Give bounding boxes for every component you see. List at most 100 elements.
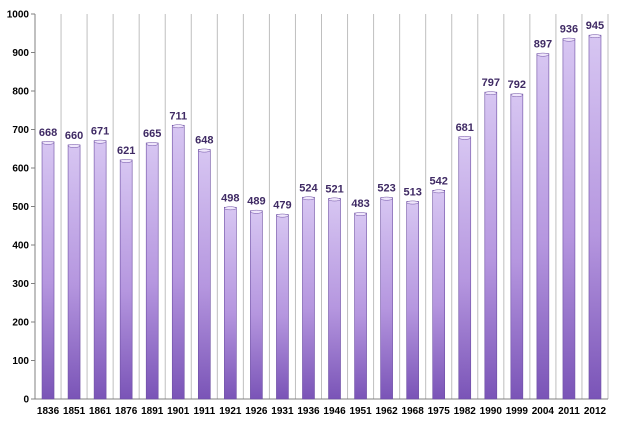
bar: [93, 140, 107, 400]
bar: [354, 212, 367, 400]
y-tick-label: 200: [12, 318, 29, 329]
x-tick-label: 1891: [141, 406, 164, 417]
bar-cap: [380, 196, 393, 201]
y-tick-label: 1000: [7, 10, 30, 21]
bar: [302, 196, 315, 400]
bar-cap: [41, 140, 55, 145]
x-axis-ticks: 1836 1851 1861 1876 1891 1901 1911 1921 1926 1931…: [37, 406, 607, 417]
data-label: 498: [221, 192, 239, 204]
x-tick-label: 1936: [297, 406, 320, 417]
y-tick-label: 400: [12, 241, 29, 252]
y-tick-label: 300: [12, 279, 29, 290]
bar-cap: [510, 93, 524, 97]
bar: [328, 198, 341, 400]
data-label: 523: [377, 183, 395, 195]
data-label: 668: [39, 127, 57, 139]
data-label: 489: [247, 196, 265, 208]
bar: [562, 38, 576, 400]
x-tick-label: 1990: [480, 406, 503, 417]
data-label: 513: [403, 186, 421, 198]
bar-cap: [458, 135, 471, 140]
data-label: 945: [586, 20, 604, 32]
y-tick-label: 600: [12, 164, 29, 175]
data-label: 671: [91, 126, 109, 138]
bar: [67, 144, 81, 400]
bar-cap: [145, 142, 159, 146]
bar: [250, 210, 263, 400]
gridlines: [34, 14, 609, 399]
data-label: 483: [351, 198, 369, 210]
bar: [588, 34, 602, 400]
bar-cap: [276, 213, 289, 218]
bar-cap: [93, 139, 107, 144]
data-label: 621: [117, 145, 135, 157]
bar: [484, 91, 498, 400]
x-tick-label: 1861: [89, 406, 112, 417]
x-tick-label: 2012: [584, 406, 607, 417]
data-label: 792: [508, 79, 526, 91]
y-tick-label: 900: [12, 48, 29, 59]
y-tick-label: 100: [12, 356, 29, 367]
bar: [119, 159, 133, 400]
bar-cap: [536, 52, 550, 57]
data-labels: 668 660 671 621 665 711 648 498 489 479 524 521 483 5…: [39, 20, 604, 211]
bar: [380, 197, 393, 400]
y-tick-label: 800: [12, 87, 29, 98]
bar: [171, 124, 185, 400]
y-tick-label: 500: [12, 202, 29, 213]
x-tick-label: 1836: [37, 406, 60, 417]
y-tick-label: 700: [12, 125, 29, 136]
data-label: 521: [325, 183, 343, 195]
x-tick-label: 1876: [115, 406, 138, 417]
bar-cap: [328, 197, 341, 202]
x-tick-label: 1982: [454, 406, 477, 417]
bar-cap: [302, 196, 315, 201]
x-tick-label: 1962: [375, 406, 398, 417]
bar: [276, 214, 289, 400]
bar: [197, 149, 211, 400]
bar-cap: [198, 148, 211, 153]
x-tick-label: 1931: [271, 406, 294, 417]
x-tick-label: 2004: [532, 406, 555, 417]
bars: [41, 34, 602, 400]
data-label: 648: [195, 135, 213, 147]
x-tick-label: 1968: [402, 406, 425, 417]
data-label: 797: [482, 77, 500, 89]
data-label: 936: [560, 24, 578, 36]
data-label: 524: [299, 182, 318, 194]
x-tick-label: 1926: [245, 406, 268, 417]
bar: [224, 206, 237, 400]
data-label: 660: [65, 130, 83, 142]
bar-cap: [354, 212, 367, 216]
data-label: 897: [534, 39, 552, 51]
bar: [510, 93, 524, 400]
x-tick-label: 1921: [219, 406, 242, 417]
bar-cap: [562, 37, 576, 42]
bar-cap: [588, 34, 602, 39]
y-tick-label: 0: [23, 395, 29, 406]
bar: [406, 201, 419, 400]
bar: [458, 136, 472, 400]
x-tick-label: 1999: [506, 406, 529, 417]
data-label: 479: [273, 200, 291, 212]
bar-cap: [484, 91, 498, 96]
bar-cap: [250, 209, 263, 214]
bar-cap: [432, 189, 445, 194]
data-label: 711: [169, 110, 187, 122]
y-axis-ticks: 0 100 200 300 400 500 600 700 800 900 1000: [7, 10, 35, 406]
bar: [41, 141, 55, 400]
bar-cap: [172, 124, 185, 129]
x-tick-label: 1851: [63, 406, 86, 417]
bar-cap: [406, 200, 419, 205]
data-label: 542: [430, 175, 448, 187]
x-tick-label: 1911: [193, 406, 215, 417]
x-tick-label: 1946: [323, 406, 346, 417]
bar-cap: [224, 206, 237, 211]
bar: [432, 190, 446, 400]
x-tick-label: 1951: [349, 406, 372, 417]
x-tick-label: 1901: [167, 406, 190, 417]
x-tick-label: 1975: [428, 406, 451, 417]
data-label: 681: [456, 122, 474, 134]
